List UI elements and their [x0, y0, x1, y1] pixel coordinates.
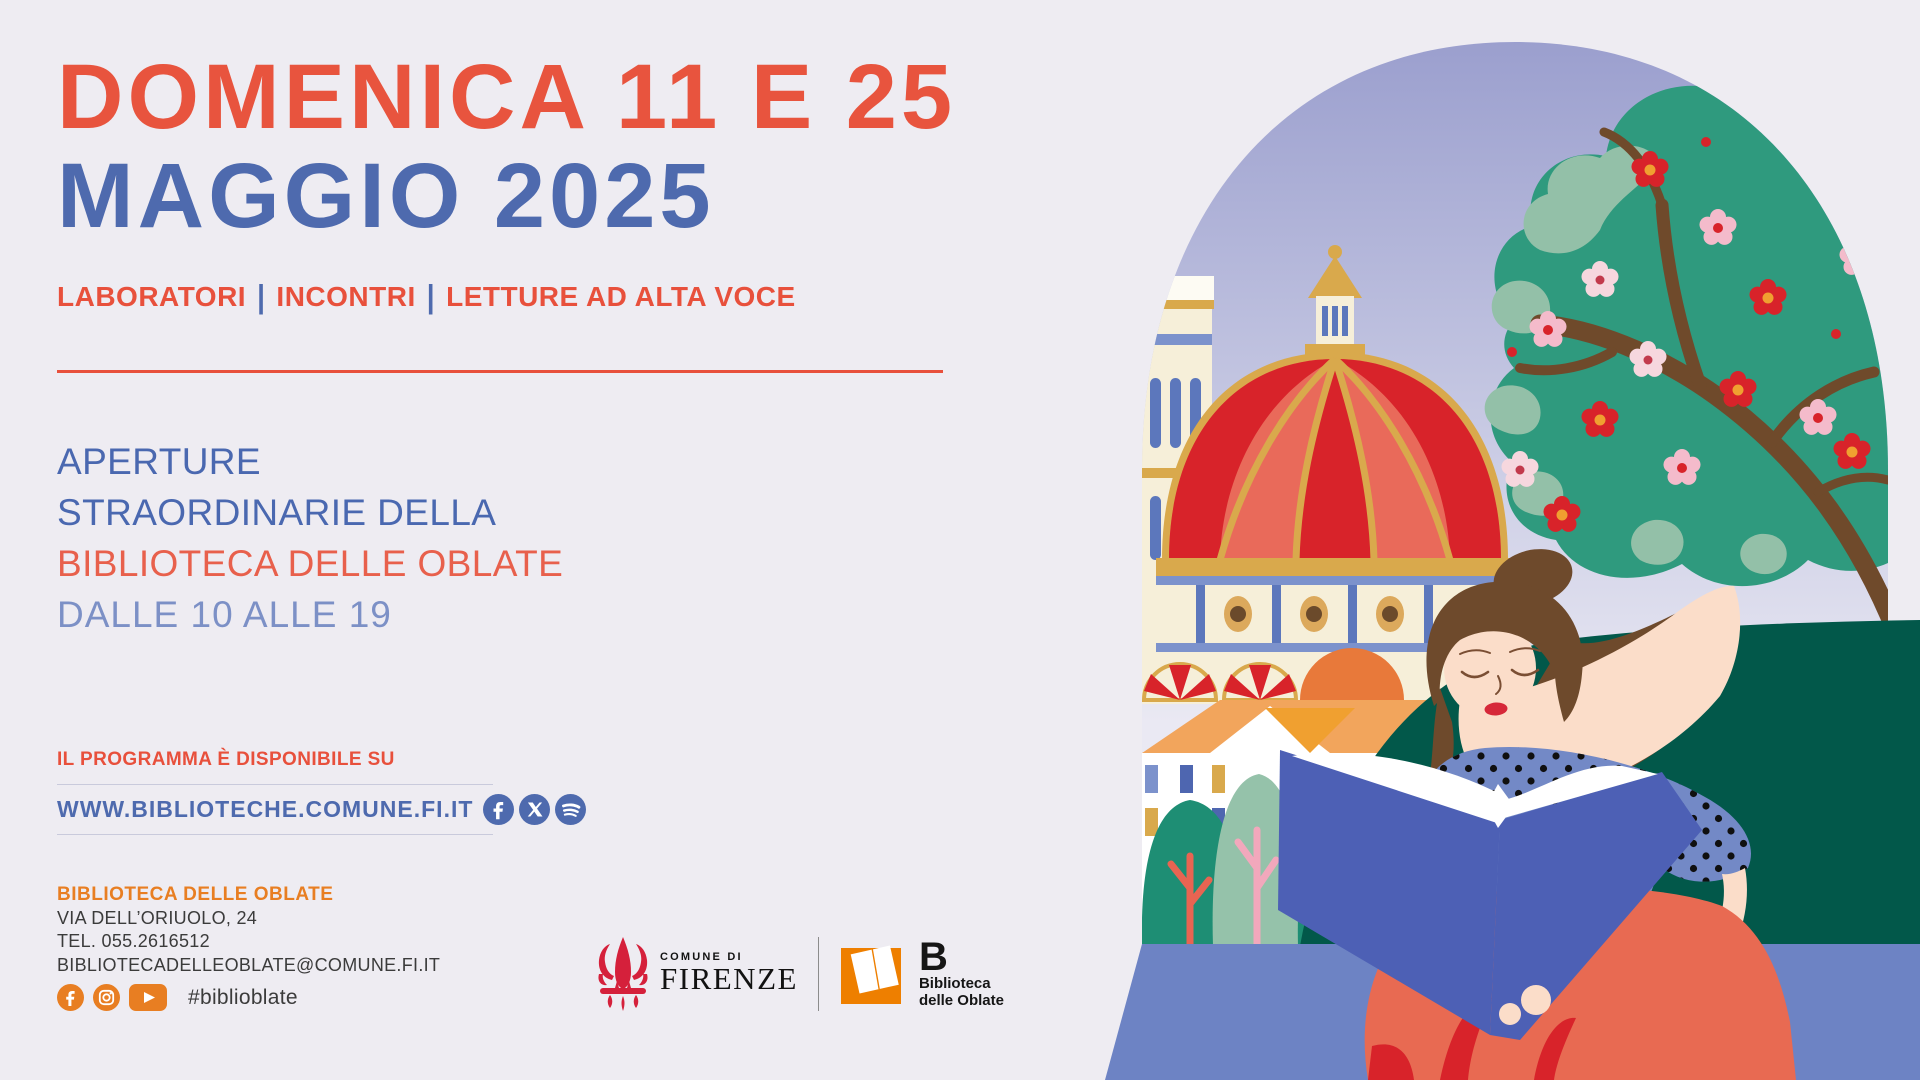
- oblate-line-2: delle Oblate: [918, 992, 1004, 1009]
- program-label: IL PROGRAMMA È DISPONIBILE SU: [57, 749, 395, 770]
- event-type-incontri: INCONTRI: [276, 281, 416, 312]
- duomo-dome: [1142, 245, 1520, 704]
- contact-phone: TEL. 055.2616512: [57, 931, 210, 951]
- firenze-label: FIRENZE: [660, 961, 798, 996]
- website-row: WWW.BIBLIOTECHE.COMUNE.FI.IT: [57, 784, 587, 835]
- institutional-logos: COMUNE DI FIRENZE B Biblioteca delle Obl…: [596, 936, 1004, 1012]
- title-line-1: DOMENICA 11 E 25: [57, 46, 957, 148]
- oblate-letter-b: B: [918, 935, 948, 979]
- open-book: [1278, 750, 1702, 1040]
- event-types-row: LABORATORI | INCONTRI | LETTURE AD ALTA …: [57, 278, 796, 315]
- contact-name: BIBLIOTECA DELLE OBLATE: [57, 884, 334, 905]
- oblate-library-logo-icon: [840, 945, 901, 1004]
- youtube-icon: [129, 984, 167, 1011]
- oblate-line-1: Biblioteca: [918, 975, 991, 992]
- lips: [1484, 702, 1508, 716]
- oblate-wordmark: B Biblioteca delle Oblate: [918, 935, 1004, 1009]
- contact-email: BIBLIOTECADELLEOBLATE@COMUNE.FI.IT: [57, 954, 441, 975]
- woman-reading: [1278, 549, 1796, 1080]
- reading-woman-illustration: [1105, 42, 1920, 1080]
- red-divider-line: [57, 370, 943, 373]
- hair: [1426, 581, 1583, 722]
- spotify-icon: [555, 794, 587, 825]
- striped-awnings: [1142, 662, 1299, 702]
- event-type-letture: LETTURE AD ALTA VOCE: [446, 281, 796, 312]
- opening-line-2: STRAORDINARIE DELLA: [57, 492, 497, 533]
- florence-giglio-icon: [598, 937, 648, 1011]
- contact-social-icons: #biblioblate: [57, 984, 440, 1011]
- comune-firenze-wordmark: COMUNE DI FIRENZE: [660, 951, 798, 997]
- hashtag-label: #biblioblate: [188, 985, 298, 1009]
- facebook-icon: [483, 794, 515, 825]
- instagram-icon: [93, 984, 120, 1011]
- opening-line-3: BIBLIOTECA DELLE OBLATE: [57, 543, 564, 584]
- opening-hours-block: APERTURE STRAORDINARIE DELLA BIBLIOTECA …: [57, 436, 563, 640]
- upper-body-skin: [1458, 585, 1741, 798]
- website-social-icons: [483, 794, 587, 825]
- facebook-icon: [57, 984, 84, 1011]
- poster-title: DOMENICA 11 E 25 MAGGIO 2025: [57, 48, 956, 246]
- face: [1444, 618, 1536, 718]
- website-url: WWW.BIBLIOTECHE.COMUNE.FI.IT: [57, 796, 474, 822]
- hand: [1499, 1003, 1521, 1025]
- x-icon: [519, 794, 551, 825]
- logo-divider: [817, 937, 819, 1011]
- opening-line-4: DALLE 10 ALLE 19: [57, 594, 392, 635]
- contact-block: BIBLIOTECA DELLE OBLATE VIA DELL’ORIUOLO…: [57, 883, 440, 1011]
- comune-di-label: COMUNE DI: [660, 951, 743, 963]
- event-type-laboratori: LABORATORI: [57, 281, 247, 312]
- face-features: [1459, 647, 1541, 695]
- tree-branches: [1515, 127, 1888, 665]
- title-line-2: MAGGIO 2025: [57, 145, 715, 247]
- hand: [1521, 985, 1551, 1015]
- separator-bar: |: [426, 278, 436, 315]
- opening-line-1: APERTURE: [57, 441, 262, 482]
- separator-bar: |: [257, 278, 266, 315]
- contact-address: VIA DELL’ORIUOLO, 24: [57, 907, 258, 928]
